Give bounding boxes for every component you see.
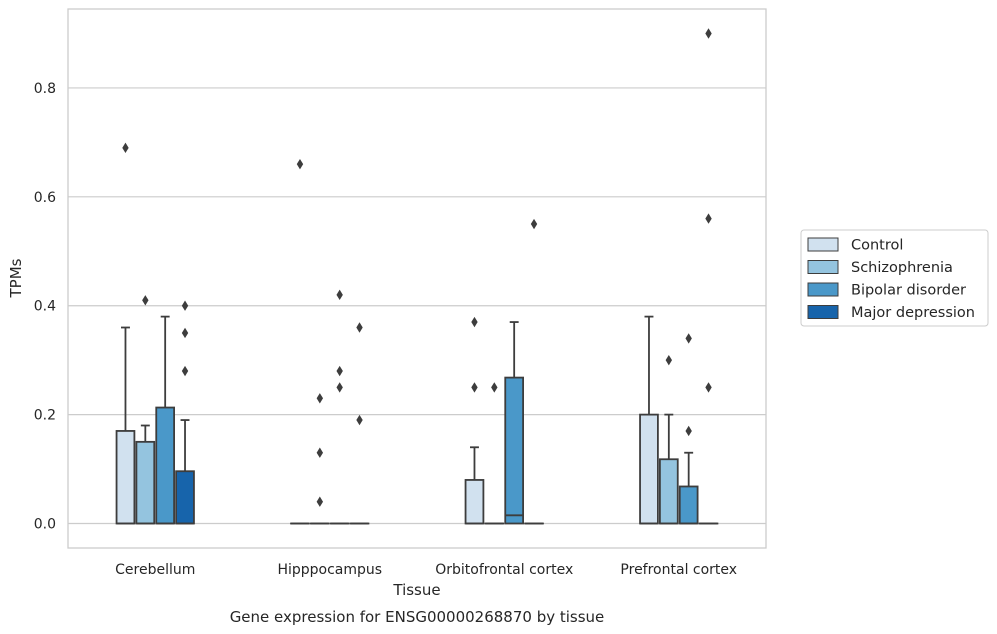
outlier-point bbox=[705, 28, 712, 39]
y-tick-label: 0.0 bbox=[34, 517, 56, 533]
outlier-point bbox=[316, 496, 324, 507]
box-schizophrenia bbox=[659, 354, 679, 525]
legend-swatch bbox=[807, 260, 839, 274]
box-major-depression bbox=[698, 28, 719, 525]
legend-label: Control bbox=[851, 238, 903, 254]
outlier-point bbox=[316, 393, 324, 404]
box-body bbox=[659, 458, 679, 525]
box-control bbox=[115, 142, 136, 525]
outlier-point bbox=[665, 354, 673, 366]
outlier-point bbox=[181, 327, 189, 339]
outlier-point bbox=[356, 322, 363, 333]
box-bipolar-disorder bbox=[329, 289, 350, 525]
y-tick-label: 0.4 bbox=[34, 299, 56, 315]
box-major-depression bbox=[349, 322, 370, 525]
legend-label: Major depression bbox=[851, 305, 975, 321]
y-tick-labels: 0.0 0.2 0.4 0.6 0.8 bbox=[34, 81, 56, 533]
box-control bbox=[639, 315, 659, 525]
outlier-point bbox=[530, 218, 538, 230]
outlier-point bbox=[142, 295, 149, 306]
legend-label: Bipolar disorder bbox=[851, 283, 966, 299]
outlier-point bbox=[122, 142, 129, 154]
y-axis-label: TPMs bbox=[7, 258, 25, 298]
x-tick-label: Orbitofrontal cortex bbox=[435, 562, 573, 578]
outlier-point bbox=[316, 447, 324, 458]
outlier-point bbox=[181, 365, 189, 377]
y-tick-label: 0.2 bbox=[34, 408, 56, 424]
box-major-depression bbox=[524, 218, 544, 525]
legend-swatch bbox=[807, 282, 839, 297]
box-control bbox=[464, 316, 485, 525]
box-series-layer bbox=[115, 28, 719, 525]
outlier-point bbox=[685, 425, 692, 437]
outlier-point bbox=[471, 382, 478, 393]
box-bipolar-disorder bbox=[678, 333, 699, 525]
box-major-depression bbox=[175, 300, 195, 525]
chart-caption: Gene expression for ENSG00000268870 by t… bbox=[230, 608, 605, 626]
legend: Control Schizophrenia Bipolar disorder Majo… bbox=[800, 229, 989, 327]
outlier-point bbox=[705, 213, 712, 224]
outlier-point bbox=[685, 333, 692, 344]
box-body bbox=[464, 479, 485, 525]
x-axis-label: Tissue bbox=[392, 581, 440, 599]
plot-frame bbox=[67, 8, 767, 549]
outlier-point bbox=[471, 316, 478, 328]
box-schizophrenia bbox=[310, 393, 330, 525]
box-body bbox=[504, 376, 524, 525]
outlier-point bbox=[296, 158, 304, 170]
x-tick-labels: Cerebellum Hipppocampus Orbitofrontal cort… bbox=[115, 562, 737, 578]
box-control bbox=[290, 158, 310, 525]
outlier-point bbox=[356, 414, 363, 426]
legend-swatch bbox=[807, 237, 839, 252]
box-bipolar-disorder bbox=[155, 315, 175, 525]
box-body bbox=[135, 440, 156, 525]
outlier-point bbox=[336, 365, 343, 377]
box-body bbox=[678, 485, 699, 525]
outlier-point bbox=[491, 382, 498, 393]
outlier-point bbox=[705, 382, 712, 393]
legend-swatch bbox=[807, 305, 839, 319]
y-tick-label: 0.6 bbox=[34, 190, 56, 206]
box-body bbox=[155, 406, 175, 525]
box-body bbox=[175, 470, 195, 525]
box-body bbox=[639, 413, 659, 525]
box-bipolar-disorder bbox=[504, 321, 524, 525]
y-tick-label: 0.8 bbox=[34, 81, 56, 97]
box-schizophrenia bbox=[135, 295, 156, 525]
outlier-point bbox=[336, 289, 343, 301]
outlier-point bbox=[336, 382, 343, 393]
x-tick-label: Cerebellum bbox=[115, 562, 195, 578]
outlier-point bbox=[181, 300, 189, 311]
box-body bbox=[115, 430, 136, 525]
x-tick-label: Prefrontal cortex bbox=[620, 562, 737, 578]
box-schizophrenia bbox=[484, 382, 505, 525]
legend-label: Schizophrenia bbox=[851, 260, 953, 276]
x-tick-label: Hipppocampus bbox=[277, 562, 382, 578]
legend-frame bbox=[800, 229, 989, 327]
legend-items: Control Schizophrenia Bipolar disorder Majo… bbox=[807, 237, 975, 321]
